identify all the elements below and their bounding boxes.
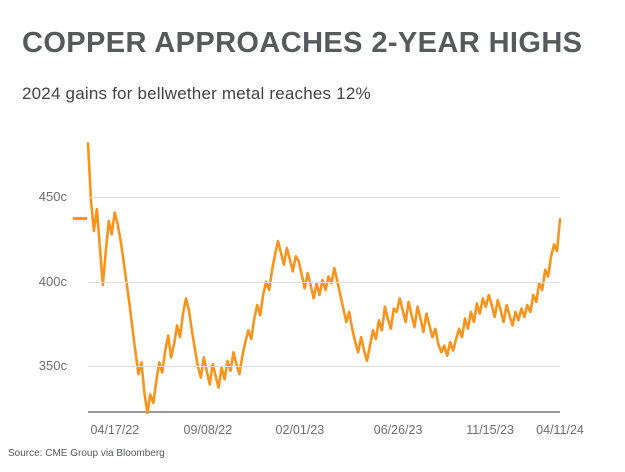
x-tick-label: 06/26/23 (373, 423, 423, 437)
y-tick-label: 400c (38, 273, 67, 289)
plot-area: 350c 400c 450c 04/17/22 09/08/22 02/01/23 06/2… (39, 140, 584, 437)
y-tick-label: 450c (38, 189, 67, 205)
chart-subtitle: 2024 gains for bellwether metal reaches … (22, 84, 371, 103)
y-tick-label: 350c (38, 357, 67, 373)
gridline-450 (88, 197, 560, 199)
price-line-chart (86, 142, 562, 415)
source-note: Source: CME Group via Bloomberg (8, 448, 165, 459)
x-tick-label: 04/17/22 (90, 423, 140, 437)
copper-price-line (86, 142, 562, 415)
x-tick-label: 11/15/23 (466, 423, 514, 437)
x-tick-label: 09/08/22 (183, 423, 233, 437)
gridline-400 (88, 281, 560, 283)
x-tick-label: 02/01/23 (275, 423, 325, 437)
latest-price-marker (73, 216, 87, 220)
chart-title: COPPER APPROACHES 2-YEAR HIGHS (22, 27, 583, 59)
x-tick-label: 04/11/24 (536, 423, 584, 437)
gridline-350 (88, 365, 560, 367)
